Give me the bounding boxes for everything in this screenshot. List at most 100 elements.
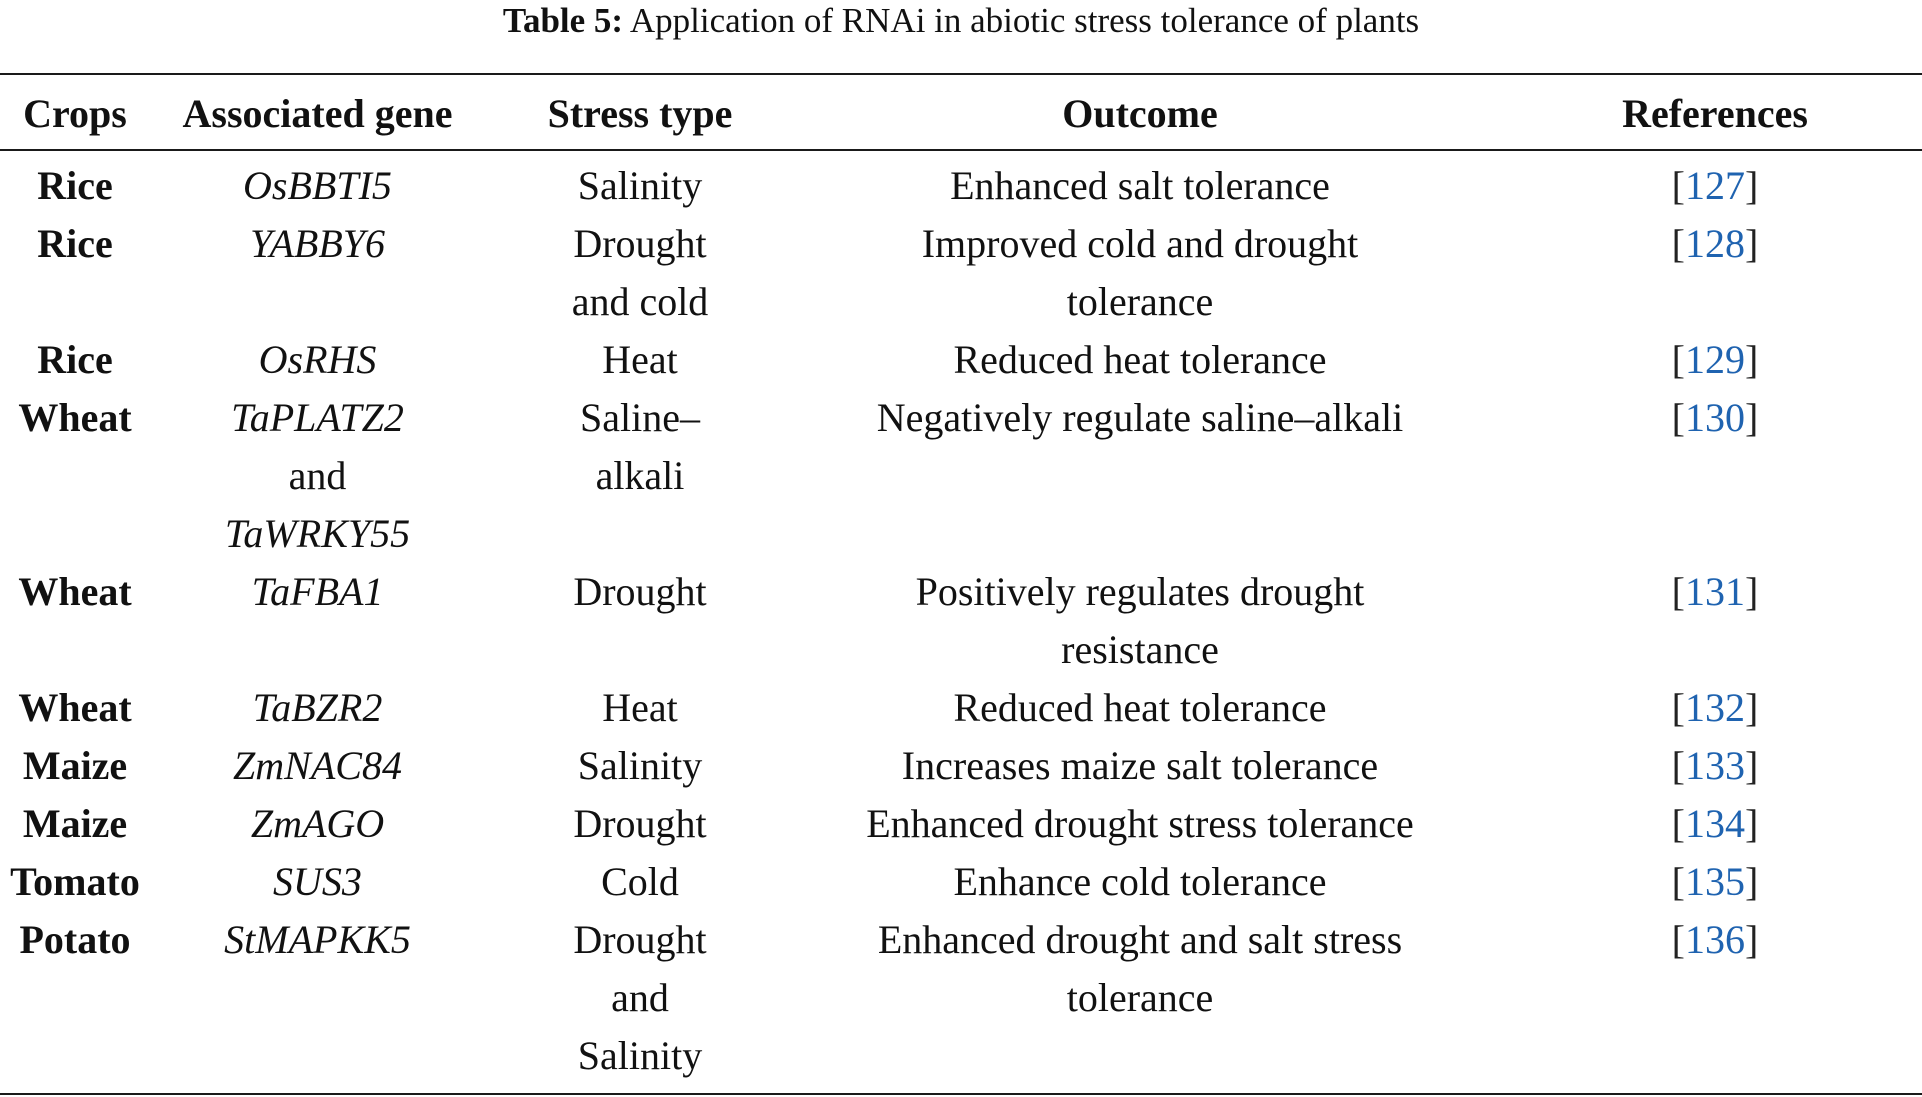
stress-type-cell: Cold bbox=[520, 853, 760, 911]
cell-line: Saline– bbox=[580, 395, 700, 440]
outcome-cell: Reduced heat tolerance bbox=[795, 679, 1485, 737]
table-bottom-rule bbox=[0, 1093, 1922, 1095]
cell-line: StMAPKK5 bbox=[224, 917, 411, 962]
table-caption-label: Table 5: bbox=[502, 1, 624, 40]
gene-cell: ZmAGO bbox=[175, 795, 460, 853]
reference-link[interactable]: 136 bbox=[1685, 917, 1745, 962]
cell-line: Increases maize salt tolerance bbox=[901, 743, 1379, 788]
cell-line: Heat bbox=[602, 685, 678, 730]
cell-line: Cold bbox=[601, 859, 679, 904]
cell-line: TaBZR2 bbox=[252, 685, 383, 730]
cell-line: and bbox=[288, 453, 347, 498]
outcome-cell: Enhanced drought stress tolerance bbox=[795, 795, 1485, 853]
crop-cell: Wheat bbox=[18, 685, 132, 730]
gene-cell: TaBZR2 bbox=[175, 679, 460, 737]
outcome-cell: Positively regulates drought resistance bbox=[795, 563, 1485, 679]
bracket-close: ] bbox=[1745, 685, 1759, 730]
crop-cell: Maize bbox=[22, 801, 128, 846]
outcome-cell: Improved cold and drought tolerance bbox=[795, 215, 1485, 331]
stress-type-cell: Drought and Salinity bbox=[520, 911, 760, 1085]
header-stress-type: Stress type bbox=[547, 91, 733, 136]
outcome-cell: Negatively regulate saline–alkali bbox=[795, 389, 1485, 447]
cell-line: Reduced heat tolerance bbox=[953, 685, 1327, 730]
cell-line: Negatively regulate saline–alkali bbox=[876, 395, 1404, 440]
cell-line: tolerance bbox=[1066, 279, 1214, 324]
cell-line: TaFBA1 bbox=[251, 569, 384, 614]
gene-cell: TaFBA1 bbox=[175, 563, 460, 621]
reference-link[interactable]: 133 bbox=[1685, 743, 1745, 788]
bracket-open: [ bbox=[1671, 163, 1685, 208]
bracket-open: [ bbox=[1671, 801, 1685, 846]
stress-type-cell: Drought bbox=[520, 563, 760, 621]
crop-cell: Wheat bbox=[18, 395, 132, 440]
outcome-cell: Increases maize salt tolerance bbox=[795, 737, 1485, 795]
cell-line: Enhanced salt tolerance bbox=[950, 163, 1330, 208]
crop-cell: Potato bbox=[19, 917, 131, 962]
gene-cell: SUS3 bbox=[175, 853, 460, 911]
reference-link[interactable]: 129 bbox=[1685, 337, 1745, 382]
cell-line: Salinity bbox=[577, 163, 703, 208]
cell-line: Drought bbox=[573, 917, 707, 962]
stress-type-cell: Drought bbox=[520, 795, 760, 853]
cell-line: Salinity bbox=[577, 743, 703, 788]
cell-line: Enhanced drought and salt stress bbox=[877, 917, 1403, 962]
bracket-open: [ bbox=[1671, 337, 1685, 382]
cell-line: OsRHS bbox=[258, 337, 377, 382]
reference-link[interactable]: 132 bbox=[1685, 685, 1745, 730]
header-crops: Crops bbox=[23, 91, 127, 136]
bracket-close: ] bbox=[1745, 917, 1759, 962]
cell-line: Drought bbox=[573, 801, 707, 846]
bracket-open: [ bbox=[1671, 859, 1685, 904]
reference-link[interactable]: 128 bbox=[1685, 221, 1745, 266]
bracket-close: ] bbox=[1745, 221, 1759, 266]
gene-cell: OsBBTI5 bbox=[175, 157, 460, 215]
bracket-open: [ bbox=[1671, 221, 1685, 266]
reference-cell: [131] bbox=[1560, 563, 1870, 621]
reference-link[interactable]: 131 bbox=[1685, 569, 1745, 614]
outcome-cell: Enhance cold tolerance bbox=[795, 853, 1485, 911]
cell-line: ZmAGO bbox=[250, 801, 385, 846]
outcome-cell: Enhanced salt tolerance bbox=[795, 157, 1485, 215]
cell-line: ZmNAC84 bbox=[233, 743, 402, 788]
cell-line: Enhanced drought stress tolerance bbox=[866, 801, 1414, 846]
crop-cell: Rice bbox=[37, 221, 113, 266]
cell-line: Drought bbox=[573, 221, 707, 266]
reference-link[interactable]: 130 bbox=[1685, 395, 1745, 440]
reference-link[interactable]: 135 bbox=[1685, 859, 1745, 904]
cell-line: SUS3 bbox=[273, 859, 362, 904]
cell-line: Heat bbox=[602, 337, 678, 382]
table-caption-text: Application of RNAi in abiotic stress to… bbox=[629, 1, 1420, 40]
header-references: References bbox=[1622, 91, 1808, 136]
bracket-close: ] bbox=[1745, 337, 1759, 382]
bracket-close: ] bbox=[1745, 801, 1759, 846]
reference-cell: [134] bbox=[1560, 795, 1870, 853]
outcome-cell: Enhanced drought and salt stress toleranc… bbox=[795, 911, 1485, 1027]
cell-line: Positively regulates drought bbox=[915, 569, 1365, 614]
bracket-open: [ bbox=[1671, 569, 1685, 614]
table-header-rule bbox=[0, 149, 1922, 151]
cell-line: Reduced heat tolerance bbox=[953, 337, 1327, 382]
reference-link[interactable]: 134 bbox=[1685, 801, 1745, 846]
header-outcome: Outcome bbox=[1062, 91, 1218, 136]
stress-type-cell: Heat bbox=[520, 679, 760, 737]
cell-line: and bbox=[611, 975, 669, 1020]
stress-type-cell: Salinity bbox=[520, 737, 760, 795]
bracket-close: ] bbox=[1745, 163, 1759, 208]
crop-cell: Maize bbox=[22, 743, 128, 788]
cell-line: TaWRKY55 bbox=[224, 511, 411, 556]
table-header-row: Crops Associated gene Stress type Outcom… bbox=[0, 84, 1922, 144]
reference-link[interactable]: 127 bbox=[1685, 163, 1745, 208]
cell-line: Improved cold and drought bbox=[921, 221, 1359, 266]
gene-cell: ZmNAC84 bbox=[175, 737, 460, 795]
table-top-rule bbox=[0, 73, 1922, 75]
gene-cell: YABBY6 bbox=[175, 215, 460, 273]
cell-line: TaPLATZ2 bbox=[231, 395, 404, 440]
cell-line: resistance bbox=[1061, 627, 1219, 672]
reference-cell: [133] bbox=[1560, 737, 1870, 795]
crop-cell: Wheat bbox=[18, 569, 132, 614]
gene-cell: TaPLATZ2 and TaWRKY55 bbox=[175, 389, 460, 563]
reference-cell: [135] bbox=[1560, 853, 1870, 911]
stress-type-cell: Drought and cold bbox=[520, 215, 760, 331]
bracket-open: [ bbox=[1671, 917, 1685, 962]
reference-cell: [129] bbox=[1560, 331, 1870, 389]
